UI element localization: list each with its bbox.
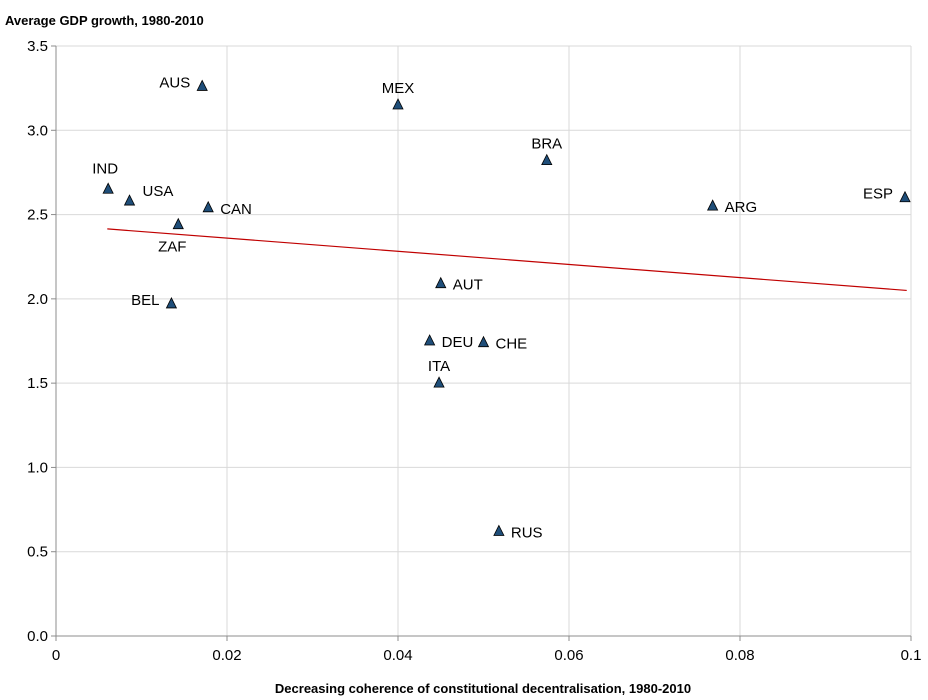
point-marker-bel <box>165 297 178 309</box>
x-tick-label: 0.1 <box>901 647 922 664</box>
tick-labels: 0.0 0.5 1.0 1.5 2.0 2.5 3.0 3.5 0 0.02 0.04 0.06 0.0… <box>27 38 921 664</box>
axes <box>51 45 912 641</box>
y-tick-label: 2.5 <box>27 207 48 224</box>
point-marker-deu <box>423 334 436 346</box>
y-tick-label: 0.0 <box>27 628 48 645</box>
point-marker-bra <box>541 153 553 166</box>
point-label-che: CHE <box>496 336 528 353</box>
gridlines <box>56 45 912 636</box>
x-tick-label: 0.04 <box>383 647 412 664</box>
data-points: AUS MEX BRA IND USA CAN ZAF ARG ESP AUT BEL DEU CHE I… <box>92 74 911 541</box>
point-marker-mex <box>392 98 404 110</box>
point-marker-zaf <box>172 217 184 230</box>
point-marker-esp <box>899 190 911 203</box>
x-tick-label: 0.02 <box>212 647 241 664</box>
point-marker-aus <box>196 79 208 91</box>
point-marker-aut <box>435 276 447 289</box>
point-label-ind: IND <box>92 160 118 177</box>
point-marker-ind <box>102 182 114 194</box>
point-marker-ita <box>433 376 445 388</box>
point-label-ita: ITA <box>428 358 450 375</box>
y-tick-label: 1.0 <box>27 459 48 476</box>
y-tick-label: 2.0 <box>27 291 48 308</box>
point-label-zaf: ZAF <box>158 239 186 256</box>
trendline <box>107 228 907 292</box>
x-tick-label: 0.08 <box>725 647 754 664</box>
y-tick-label: 3.5 <box>27 38 48 55</box>
point-label-aut: AUT <box>453 277 483 294</box>
point-label-aus: AUS <box>159 74 190 91</box>
trendline-group <box>107 228 907 292</box>
point-marker-usa <box>123 194 136 206</box>
x-tick-label: 0 <box>52 647 60 664</box>
x-tick-label: 0.06 <box>554 647 583 664</box>
point-label-deu: DEU <box>442 334 474 351</box>
point-marker-che <box>477 335 490 348</box>
point-label-rus: RUS <box>511 524 543 541</box>
point-label-usa: USA <box>143 183 174 200</box>
y-tick-label: 1.5 <box>27 375 48 392</box>
point-marker-arg <box>706 199 719 211</box>
point-label-bra: BRA <box>531 136 562 153</box>
x-axis-title: Decreasing coherence of constitutional d… <box>275 681 691 696</box>
point-label-can: CAN <box>220 201 252 218</box>
point-marker-rus <box>493 524 505 536</box>
y-axis-title: Average GDP growth, 1980-2010 <box>5 13 204 28</box>
point-label-mex: MEX <box>382 80 415 97</box>
y-tick-label: 0.5 <box>27 544 48 561</box>
point-label-bel: BEL <box>131 292 159 309</box>
point-label-arg: ARG <box>725 199 758 216</box>
point-marker-can <box>202 200 214 213</box>
point-label-esp: ESP <box>863 186 893 203</box>
y-tick-label: 3.0 <box>27 122 48 139</box>
